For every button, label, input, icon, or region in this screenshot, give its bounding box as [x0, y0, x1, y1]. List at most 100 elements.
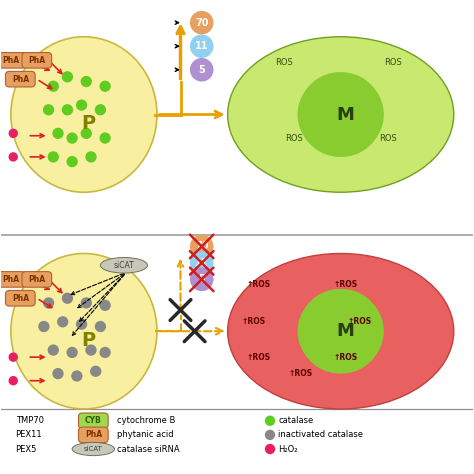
Circle shape — [48, 345, 59, 356]
Circle shape — [190, 268, 213, 291]
Text: inactivated catalase: inactivated catalase — [279, 430, 364, 439]
Ellipse shape — [72, 442, 115, 456]
Circle shape — [304, 74, 384, 155]
Text: PhA: PhA — [28, 275, 46, 284]
Circle shape — [66, 156, 78, 167]
Circle shape — [301, 74, 381, 155]
Circle shape — [38, 321, 49, 332]
Circle shape — [76, 100, 87, 111]
Circle shape — [62, 71, 73, 82]
Circle shape — [66, 347, 78, 358]
Circle shape — [71, 370, 82, 382]
Circle shape — [48, 81, 59, 92]
Circle shape — [95, 104, 106, 116]
Text: 11: 11 — [195, 258, 209, 268]
FancyBboxPatch shape — [6, 72, 35, 87]
FancyBboxPatch shape — [79, 413, 108, 428]
Text: PhA: PhA — [12, 75, 29, 84]
FancyBboxPatch shape — [0, 272, 26, 287]
Circle shape — [304, 291, 384, 371]
Circle shape — [301, 291, 381, 371]
Text: catalase: catalase — [279, 416, 314, 425]
Ellipse shape — [100, 257, 147, 273]
Text: PhA: PhA — [12, 294, 29, 303]
Text: PhA: PhA — [85, 430, 102, 439]
Circle shape — [85, 345, 97, 356]
Text: ROS: ROS — [379, 134, 397, 143]
Text: PhA: PhA — [2, 275, 19, 284]
Circle shape — [190, 235, 213, 258]
Circle shape — [62, 292, 73, 304]
Circle shape — [298, 74, 378, 155]
Circle shape — [52, 368, 64, 379]
Text: ROS: ROS — [275, 58, 293, 67]
Text: 5: 5 — [198, 65, 205, 75]
Text: 70: 70 — [195, 18, 209, 27]
Text: ↑ROS: ↑ROS — [347, 317, 372, 326]
Circle shape — [43, 104, 54, 116]
Ellipse shape — [228, 37, 454, 192]
Text: PEX11: PEX11 — [16, 430, 42, 439]
Circle shape — [190, 11, 213, 35]
Circle shape — [302, 289, 382, 369]
Text: cytochrome B: cytochrome B — [117, 416, 175, 425]
Circle shape — [299, 77, 379, 157]
Text: ROS: ROS — [285, 134, 302, 143]
Text: PEX5: PEX5 — [16, 445, 37, 454]
Text: M: M — [337, 322, 355, 340]
Ellipse shape — [228, 254, 454, 409]
Circle shape — [81, 76, 92, 87]
Circle shape — [9, 152, 18, 162]
Text: 5: 5 — [198, 274, 205, 284]
Circle shape — [302, 72, 382, 152]
Circle shape — [57, 316, 68, 328]
Circle shape — [66, 132, 78, 144]
Circle shape — [85, 151, 97, 163]
Text: phytanic acid: phytanic acid — [117, 430, 173, 439]
Circle shape — [298, 291, 378, 371]
Text: H₂O₂: H₂O₂ — [279, 445, 298, 454]
Circle shape — [302, 77, 382, 157]
Text: 11: 11 — [195, 41, 209, 51]
Circle shape — [299, 72, 379, 152]
Circle shape — [299, 293, 379, 374]
Circle shape — [9, 128, 18, 138]
Circle shape — [43, 297, 54, 309]
Text: PhA: PhA — [28, 56, 46, 65]
Text: P: P — [82, 114, 96, 133]
Text: P: P — [82, 331, 96, 350]
Text: catalase siRNA: catalase siRNA — [117, 445, 180, 454]
Circle shape — [81, 297, 92, 309]
Circle shape — [9, 353, 18, 362]
Circle shape — [190, 58, 213, 82]
Circle shape — [190, 35, 213, 58]
Text: ↑ROS: ↑ROS — [246, 353, 270, 362]
Circle shape — [100, 300, 111, 311]
Circle shape — [100, 132, 111, 144]
Text: ↑ROS: ↑ROS — [289, 369, 313, 378]
Circle shape — [302, 293, 382, 374]
Ellipse shape — [11, 254, 157, 409]
Circle shape — [9, 376, 18, 385]
Circle shape — [299, 289, 379, 369]
Text: M: M — [337, 106, 355, 124]
Circle shape — [76, 319, 87, 330]
FancyBboxPatch shape — [0, 53, 26, 68]
FancyBboxPatch shape — [79, 427, 108, 443]
FancyBboxPatch shape — [22, 53, 52, 68]
Circle shape — [265, 430, 275, 440]
Circle shape — [100, 81, 111, 92]
Text: ↑ROS: ↑ROS — [333, 280, 357, 289]
Ellipse shape — [11, 37, 157, 192]
FancyBboxPatch shape — [6, 291, 35, 306]
Text: CYB: CYB — [85, 416, 102, 425]
Text: ↑ROS: ↑ROS — [333, 353, 357, 362]
Text: siCAT: siCAT — [114, 261, 134, 270]
Circle shape — [52, 128, 64, 139]
FancyBboxPatch shape — [22, 272, 52, 287]
Text: ↑ROS: ↑ROS — [246, 280, 270, 289]
Text: ↑ROS: ↑ROS — [241, 317, 265, 326]
Circle shape — [190, 251, 213, 275]
Circle shape — [100, 347, 111, 358]
Circle shape — [90, 365, 101, 377]
